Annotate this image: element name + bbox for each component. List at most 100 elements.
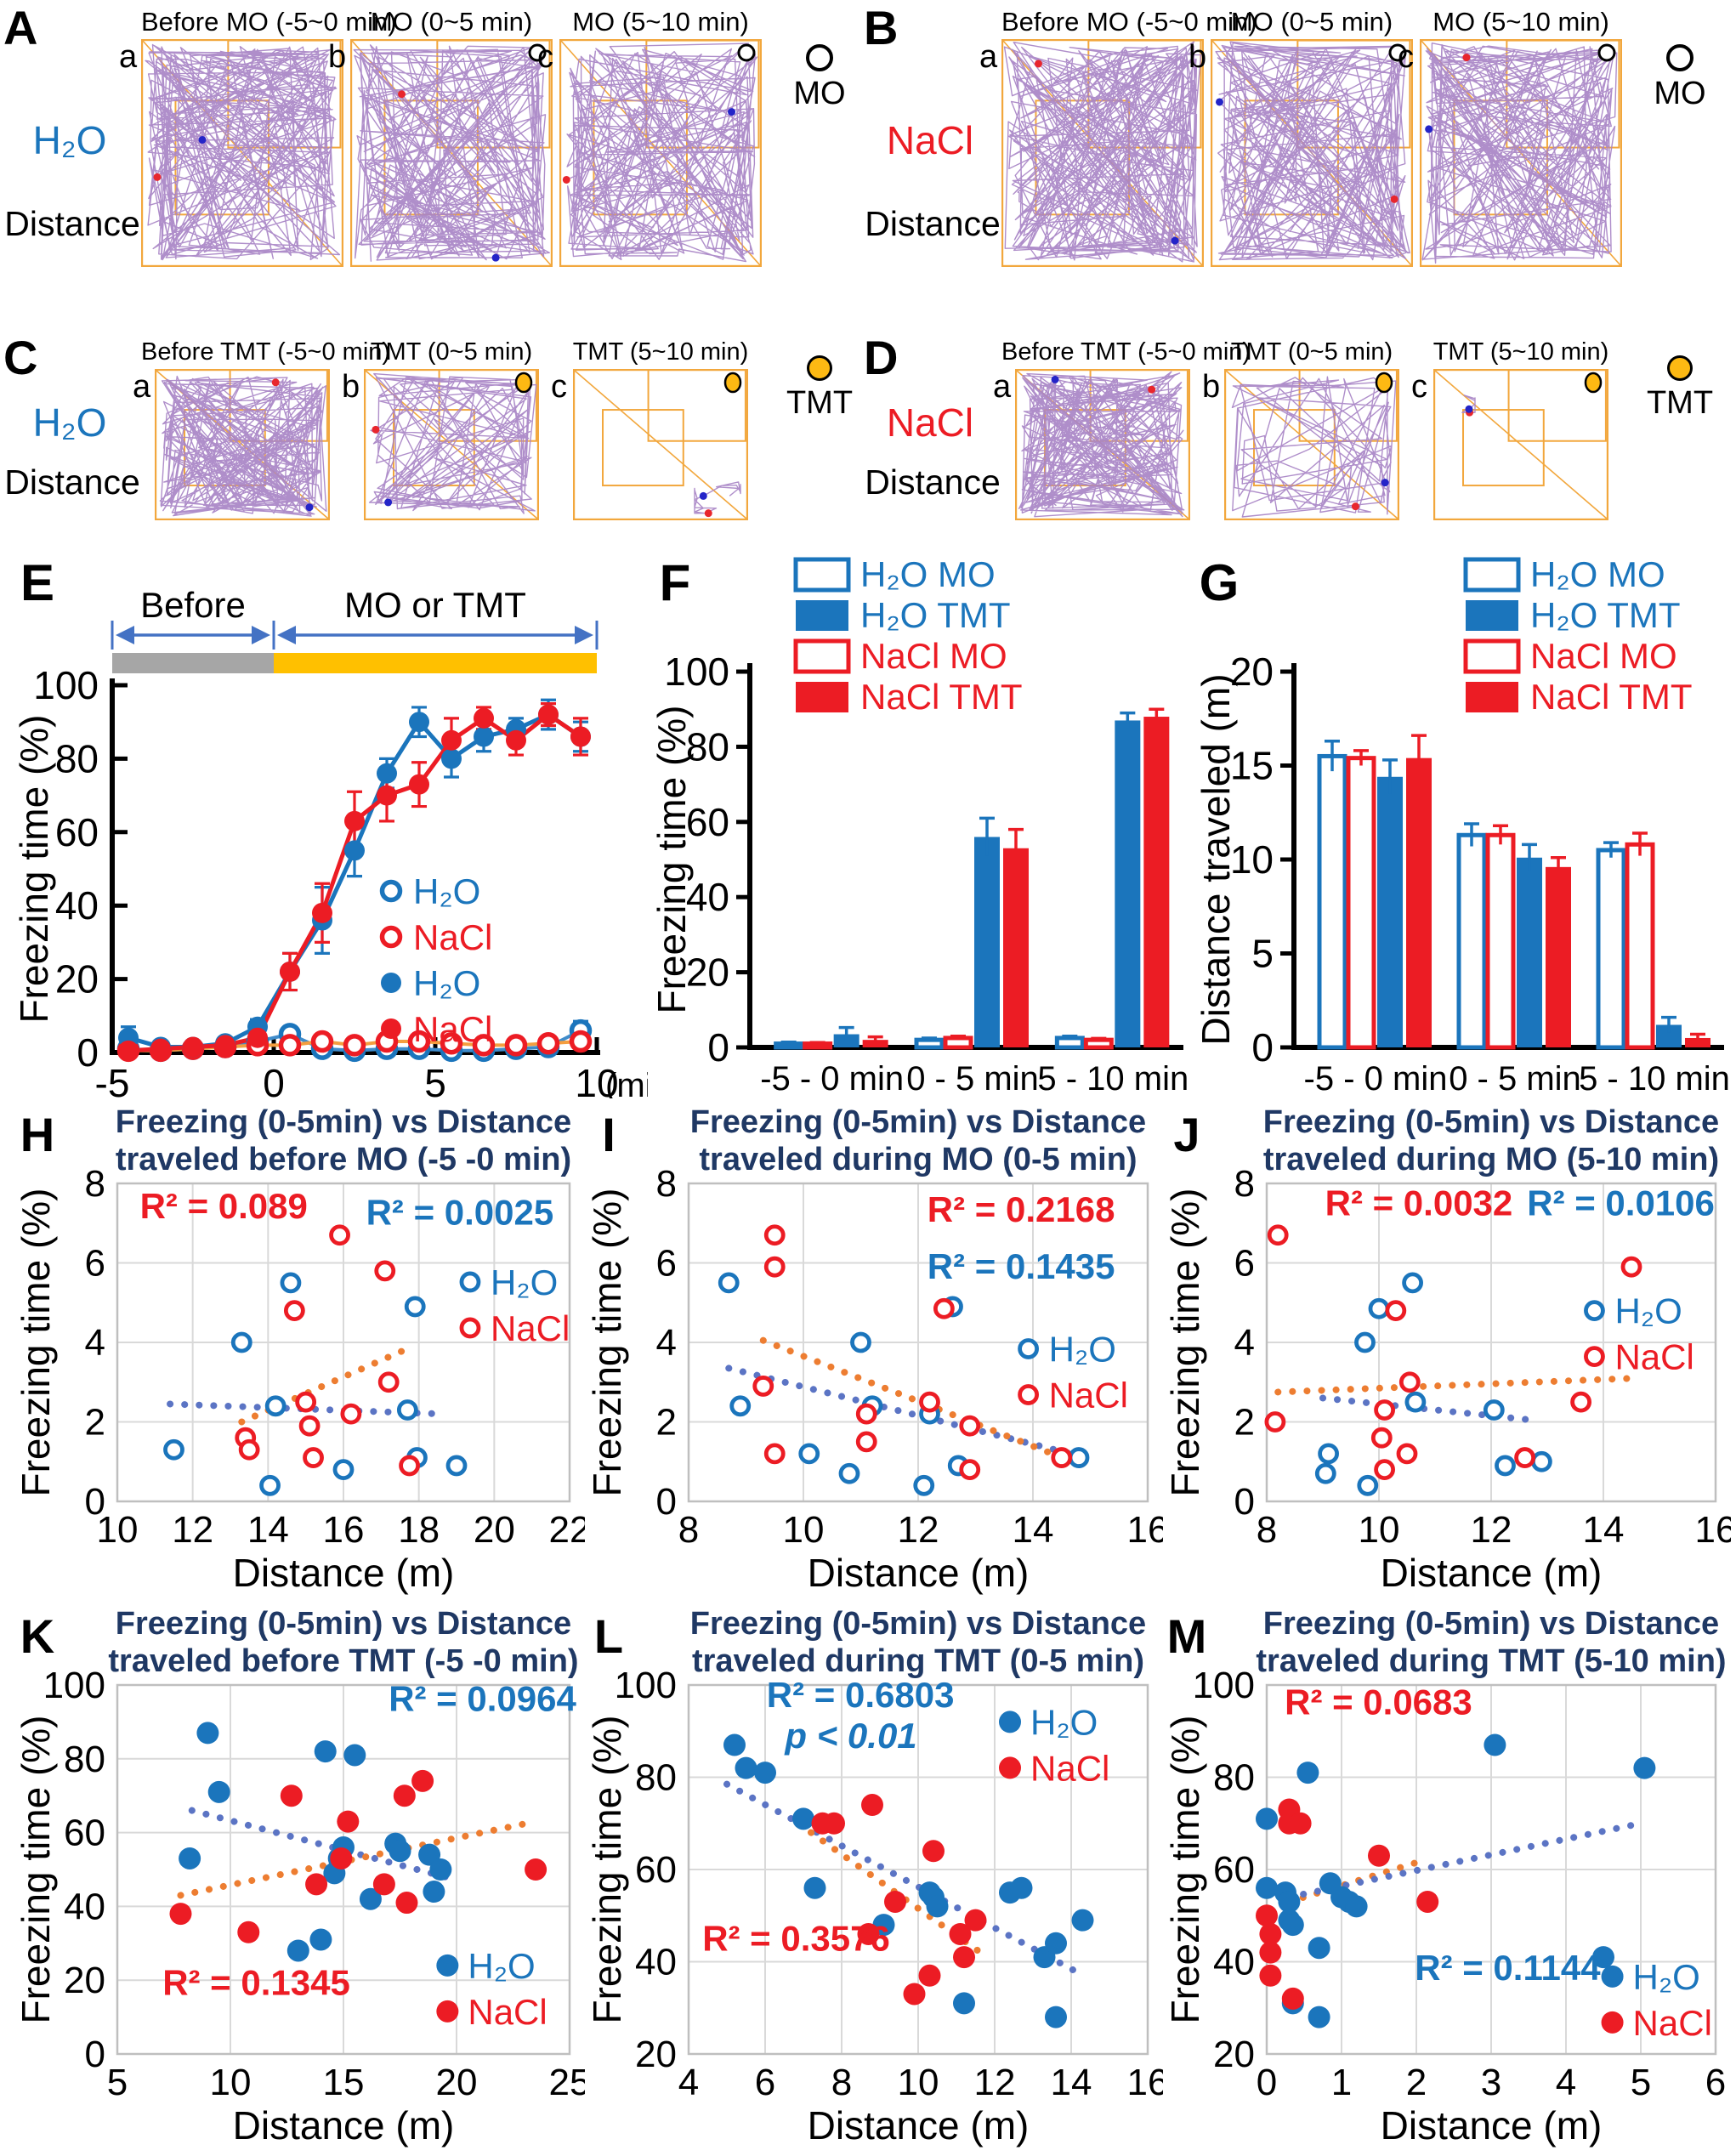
- svg-text:80: 80: [55, 736, 99, 780]
- track-box: [559, 39, 762, 267]
- svg-text:NaCl: NaCl: [1633, 2003, 1712, 2043]
- svg-text:20: 20: [686, 950, 729, 995]
- svg-text:5: 5: [1251, 932, 1274, 976]
- treatment-label: NaCl: [886, 400, 974, 445]
- svg-text:12: 12: [974, 2062, 1016, 2103]
- trajectory-trace: [694, 481, 741, 514]
- svg-text:0: 0: [1257, 2062, 1277, 2103]
- odor-label: TMT: [1646, 385, 1714, 421]
- trend-line: [177, 1818, 540, 1899]
- track-subpanel-title: TMT (0~5 min): [370, 338, 533, 366]
- svg-text:16: 16: [323, 1509, 365, 1551]
- track-subpanel-title: Before MO (-5~0 min): [1001, 7, 1257, 37]
- svg-text:Freezing (0-5min) vs Distance: Freezing (0-5min) vs Distance: [1263, 1104, 1719, 1140]
- svg-text:20: 20: [436, 2062, 478, 2103]
- panel-letter-D: D: [864, 331, 899, 384]
- svg-text:4: 4: [1234, 1322, 1255, 1364]
- subpanel-letter: a: [979, 39, 998, 75]
- svg-text:12: 12: [1471, 1509, 1512, 1551]
- svg-text:H₂O: H₂O: [1614, 1291, 1682, 1331]
- end-dot: [1171, 236, 1179, 245]
- svg-text:14: 14: [1051, 2062, 1092, 2103]
- svg-text:R² = 0.3576: R² = 0.3576: [702, 1918, 890, 1958]
- svg-text:-5: -5: [95, 1061, 130, 1098]
- start-dot: [372, 425, 380, 434]
- svg-text:Freezing (0-5min) vs Distance: Freezing (0-5min) vs Distance: [116, 1104, 571, 1140]
- svg-text:5: 5: [1631, 2062, 1651, 2103]
- start-dot: [562, 175, 570, 184]
- svg-text:60: 60: [635, 1849, 677, 1891]
- svg-text:-5 - 0 min: -5 - 0 min: [760, 1060, 904, 1098]
- svg-text:60: 60: [686, 800, 729, 844]
- track-subpanel-title: TMT (5~10 min): [572, 338, 749, 366]
- treatment-label: NaCl: [886, 118, 974, 162]
- svg-text:3: 3: [1481, 2062, 1501, 2103]
- trend-line: [725, 1365, 1082, 1460]
- track-subpanel-title: TMT (5~10 min): [1432, 338, 1609, 366]
- panel-G-distance-bars: G 0 5 10 15 20 Distance traveled (m) -5 - 0 min…: [1195, 544, 1736, 1098]
- svg-text:10: 10: [575, 1061, 618, 1098]
- svg-text:K: K: [20, 1609, 54, 1663]
- svg-text:6: 6: [1234, 1243, 1255, 1285]
- svg-text:Distance traveled (m): Distance traveled (m): [1195, 673, 1238, 1045]
- svg-text:1: 1: [1331, 2062, 1352, 2103]
- distance-label: Distance: [865, 204, 1001, 243]
- end-dot: [1425, 125, 1433, 133]
- subpanel-letter: c: [1398, 39, 1414, 75]
- mo-odor-icon: [1388, 43, 1407, 62]
- start-dot: [1351, 502, 1359, 511]
- svg-text:H₂O MO: H₂O MO: [1530, 554, 1665, 594]
- svg-text:2: 2: [656, 1402, 677, 1444]
- subpanel-letter: c: [537, 39, 553, 75]
- svg-text:Freezing time (%): Freezing time (%): [1166, 1716, 1207, 2024]
- svg-text:J: J: [1173, 1108, 1200, 1161]
- svg-text:2: 2: [1234, 1402, 1255, 1444]
- svg-text:100: 100: [615, 1665, 677, 1706]
- svg-text:Distance (m): Distance (m): [808, 1551, 1030, 1595]
- svg-text:Distance (m): Distance (m): [233, 1551, 455, 1595]
- track-subpanel: TMT (5~10 min) c: [1411, 335, 1622, 520]
- svg-text:G: G: [1200, 554, 1240, 611]
- svg-text:60: 60: [64, 1813, 105, 1854]
- trend-line: [1285, 1857, 1427, 1905]
- subpanel-letter: a: [993, 369, 1012, 405]
- svg-text:100: 100: [43, 1665, 105, 1706]
- start-dot: [271, 378, 280, 387]
- track-subpanel: Before TMT (-5~0 min) a: [993, 335, 1251, 520]
- trajectory-trace: [566, 43, 758, 263]
- svg-text:40: 40: [55, 883, 99, 928]
- tmt-odor-icon: [723, 372, 742, 394]
- svg-text:traveled during TMT (5-10 min): traveled during TMT (5-10 min): [1256, 1643, 1726, 1679]
- svg-text:R² = 0.1435: R² = 0.1435: [928, 1246, 1115, 1286]
- subpanel-letter: b: [328, 39, 347, 75]
- svg-text:R² = 0.0032: R² = 0.0032: [1325, 1183, 1513, 1223]
- track-subpanel-title: MO (5~10 min): [572, 7, 749, 37]
- svg-text:R² = 0.1345: R² = 0.1345: [162, 1963, 350, 2003]
- panel-J-scatter: Freezing (0-5min) vs Distance traveled du…: [1166, 1102, 1731, 1600]
- svg-text:22: 22: [549, 1509, 585, 1551]
- odor-circle-icon: [1667, 355, 1693, 381]
- mo-odor-icon: [737, 43, 756, 62]
- svg-text:NaCl TMT: NaCl TMT: [1530, 677, 1693, 717]
- trend-line: [1274, 1375, 1641, 1396]
- subpanel-letter: a: [119, 39, 138, 75]
- treatment-label: H₂O: [32, 400, 107, 445]
- trajectory-trace: [368, 372, 537, 514]
- svg-text:F: F: [660, 554, 691, 611]
- track-box: [1433, 369, 1608, 520]
- svg-text:16: 16: [1127, 1509, 1163, 1551]
- svg-text:H: H: [20, 1108, 54, 1161]
- track-box: [350, 39, 553, 267]
- svg-text:traveled during TMT (0-5 min): traveled during TMT (0-5 min): [692, 1643, 1144, 1679]
- svg-text:20: 20: [635, 2034, 677, 2075]
- track-subpanel: Before MO (-5~0 min) a: [979, 5, 1257, 267]
- end-dot: [1051, 375, 1059, 383]
- svg-text:8: 8: [678, 1509, 699, 1551]
- svg-text:NaCl: NaCl: [1614, 1337, 1693, 1377]
- svg-text:NaCl: NaCl: [413, 917, 492, 957]
- subpanel-letter: b: [342, 369, 360, 405]
